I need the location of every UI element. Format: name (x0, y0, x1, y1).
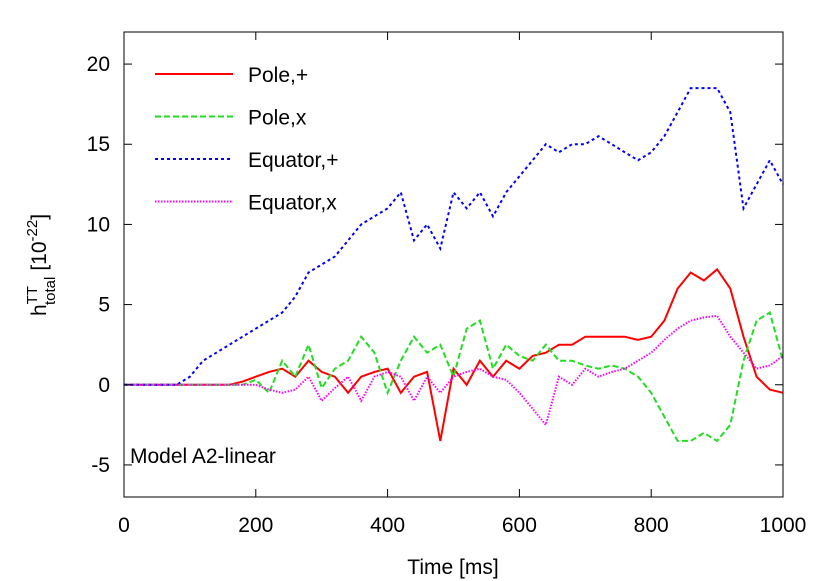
y-axis-label: hTTtotal [10-22] (24, 214, 59, 316)
x-axis-label: Time [ms] (407, 556, 498, 579)
x-tick-label: 600 (502, 514, 537, 537)
series-line (124, 87, 784, 386)
y-tick-label: -5 (91, 454, 110, 477)
legend-label: Pole,+ (248, 64, 308, 87)
legend-label: Pole,x (248, 107, 307, 130)
y-label-unit-end: ] (28, 214, 51, 220)
y-tick-label: 5 (98, 294, 110, 317)
y-label-base: h (28, 304, 51, 316)
y-label-unit-sup: -22 (24, 220, 41, 242)
annotation: Model A2-linear (130, 445, 276, 468)
x-tick-label: 1000 (760, 514, 807, 537)
y-label-sub: total (42, 277, 59, 305)
y-label-unit: [10 (28, 241, 51, 270)
x-tick-label: 0 (118, 514, 130, 537)
x-tick-label: 200 (238, 514, 273, 537)
legend-label: Equator,x (248, 192, 337, 215)
x-tick-label: 400 (370, 514, 405, 537)
plot-area (124, 87, 784, 443)
series-line (124, 267, 784, 442)
plot-frame (123, 31, 784, 498)
y-label-sup: TT (24, 286, 41, 304)
legend-label: Equator,+ (248, 149, 339, 172)
x-tick-label: 800 (634, 514, 669, 537)
y-tick-label: 20 (87, 53, 110, 76)
series-line (124, 311, 784, 443)
y-tick-label: 10 (87, 213, 110, 236)
y-tick-label: 15 (87, 133, 110, 156)
y-tick-label: 0 (98, 374, 110, 397)
